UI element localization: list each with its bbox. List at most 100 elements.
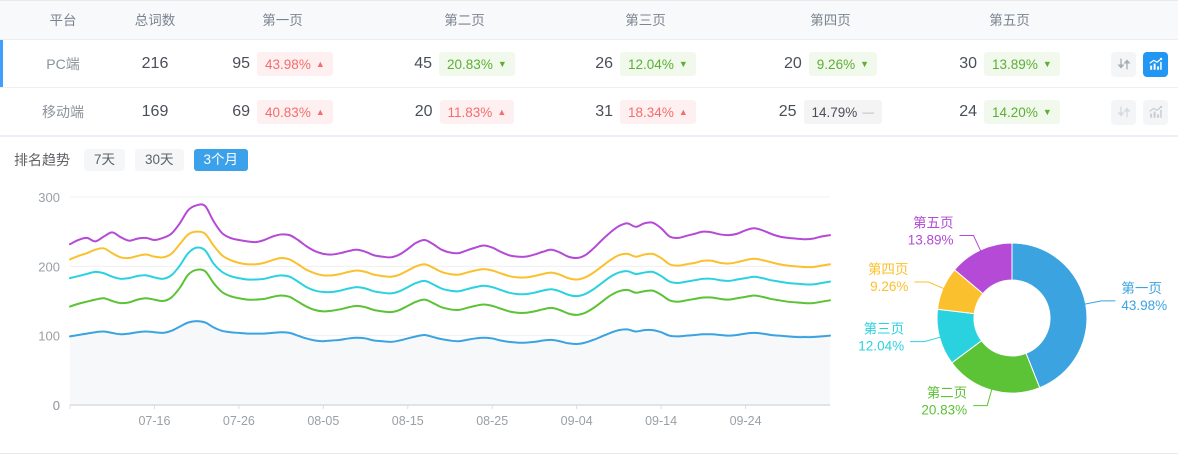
table-row[interactable]: 移动端 169 69 40.83% ▲ 20 11.83% ▲ 31 18.34% ▲ 25 14.79… xyxy=(0,88,1178,136)
trend-arrow-icon: ▲ xyxy=(497,106,507,117)
cell-p3: 31 18.34% ▲ xyxy=(593,88,698,136)
trend-range-1[interactable]: 30天 xyxy=(135,148,184,171)
table-header-p1: 第一页 xyxy=(262,13,303,28)
percent-value: 11.83% xyxy=(447,104,493,120)
cell-p5: 24 14.20% ▼ xyxy=(957,88,1062,136)
x-axis-tick: 08-15 xyxy=(392,414,424,428)
platform-label: 移动端 xyxy=(42,104,84,120)
donut-leader-line xyxy=(959,235,982,252)
page-percent-badge: 40.83% ▲ xyxy=(257,100,333,124)
trend-range-0[interactable]: 7天 xyxy=(84,148,126,171)
trend-toolbar: 排名趋势 7天 30天 3个月 xyxy=(0,136,1178,182)
trend-range-group: 7天 30天 3个月 xyxy=(84,148,249,171)
percent-value: 18.34% xyxy=(628,104,674,120)
x-axis-tick: 09-24 xyxy=(730,414,762,428)
percent-value: 9.26% xyxy=(816,56,856,72)
page-count: 30 xyxy=(959,55,978,72)
y-axis-tick: 100 xyxy=(38,329,60,344)
page-distribution-donut-chart[interactable]: 第一页 43.98% 第二页 20.83% 第三页 12.04% 第四页 9.26% 第五页 13… xyxy=(840,182,1178,452)
row-actions xyxy=(1111,88,1168,136)
trend-arrow-icon: ▼ xyxy=(860,58,869,69)
sort-updown-icon[interactable] xyxy=(1111,51,1136,77)
x-axis-tick: 07-26 xyxy=(223,414,255,428)
cell-total-keywords: 216 xyxy=(120,40,190,88)
y-axis-tick: 0 xyxy=(53,398,60,413)
donut-slice[interactable] xyxy=(953,242,1013,295)
table-header-row: 平台 总词数 第一页 第二页 第三页 第四页 第五页 xyxy=(0,1,1178,40)
donut-leader-line xyxy=(910,336,941,343)
donut-leader-line xyxy=(914,281,945,290)
donut-label-name: 第五页 xyxy=(913,215,954,231)
row-actions xyxy=(1111,40,1168,88)
percent-value: 14.20% xyxy=(992,104,1038,120)
trend-arrow-icon: ▼ xyxy=(1042,106,1052,117)
line-series xyxy=(69,268,831,316)
page-percent-badge: 14.79% — xyxy=(803,100,883,124)
cell-p1: 95 43.98% ▲ xyxy=(230,40,335,88)
page-percent-badge: 20.83% ▼ xyxy=(439,52,515,76)
table-header-p5: 第五页 xyxy=(989,13,1030,28)
trend-arrow-icon: ▲ xyxy=(678,106,688,117)
trend-range-2[interactable]: 3个月 xyxy=(193,148,249,171)
donut-label-value: 9.26% xyxy=(870,279,908,294)
charts-area: 0 100 200 300 0 07-16 07-26 08-05 08-15 08-25 09-0… xyxy=(0,182,1178,452)
line-series xyxy=(69,230,831,281)
page-count: 26 xyxy=(595,55,614,72)
page-percent-badge: 18.34% ▲ xyxy=(620,100,696,124)
donut-leader-line xyxy=(973,389,993,407)
platform-rank-table: 平台 总词数 第一页 第二页 第三页 第四页 第五页 PC端 216 95 43.98% ▲ 45 20… xyxy=(0,1,1178,136)
percent-value: 14.79% xyxy=(811,104,858,120)
x-axis-tick: 08-25 xyxy=(476,414,508,428)
page-count: 25 xyxy=(778,103,797,120)
percent-value: 12.04% xyxy=(628,56,674,72)
x-axis-tick: 09-14 xyxy=(645,414,677,428)
cell-p4: 20 9.26% ▼ xyxy=(778,40,883,88)
rank-trend-line-chart[interactable]: 0 100 200 300 0 07-16 07-26 08-05 08-15 08-25 09-0… xyxy=(0,182,840,452)
y-axis-tick: 300 xyxy=(38,190,60,205)
page-percent-badge: 14.20% ▼ xyxy=(984,100,1060,124)
page-percent-badge: 9.26% ▼ xyxy=(808,52,877,76)
total-value: 169 xyxy=(141,103,169,120)
total-value: 216 xyxy=(141,55,169,72)
cell-total-keywords: 169 xyxy=(120,88,190,136)
donut-label-name: 第一页 xyxy=(1121,280,1162,296)
percent-value: 20.83% xyxy=(447,56,493,72)
platform-label: PC端 xyxy=(46,56,80,72)
page-count: 69 xyxy=(232,103,251,120)
table-body: PC端 216 95 43.98% ▲ 45 20.83% ▼ 26 12.04% ▼ 20 9.26%… xyxy=(0,40,1178,136)
donut-label-name: 第四页 xyxy=(868,261,909,277)
trend-section-title: 排名趋势 xyxy=(14,151,70,168)
percent-value: 40.83% xyxy=(265,104,311,120)
trend-arrow-icon: ▲ xyxy=(315,58,325,69)
cell-p2: 45 20.83% ▼ xyxy=(412,40,517,88)
page-count: 20 xyxy=(414,103,433,120)
trend-arrow-icon: ▼ xyxy=(1042,58,1052,69)
table-header-total: 总词数 xyxy=(134,13,176,28)
bar-chart-icon[interactable] xyxy=(1143,51,1168,77)
x-axis-tick: 09-04 xyxy=(561,414,593,428)
cell-p3: 26 12.04% ▼ xyxy=(593,40,698,88)
cell-p2: 20 11.83% ▲ xyxy=(412,88,517,136)
table-header-p2: 第二页 xyxy=(444,13,485,28)
donut-label-value: 20.83% xyxy=(921,403,967,418)
cell-p4: 25 14.79% — xyxy=(778,88,883,136)
donut-label-name: 第二页 xyxy=(927,385,968,401)
table-header-p3: 第三页 xyxy=(625,13,666,28)
page-percent-badge: 13.89% ▼ xyxy=(984,52,1060,76)
y-axis-tick: 0 xyxy=(53,398,60,413)
donut-label-name: 第三页 xyxy=(864,321,905,337)
sort-updown-icon[interactable] xyxy=(1111,99,1136,125)
trend-arrow-icon: ▲ xyxy=(315,106,325,117)
y-axis-tick: 200 xyxy=(38,259,60,274)
trend-arrow-icon: — xyxy=(862,105,875,119)
line-series xyxy=(69,203,831,260)
donut-slice[interactable] xyxy=(1011,242,1088,389)
percent-value: 13.89% xyxy=(992,56,1038,72)
cell-p5: 30 13.89% ▼ xyxy=(957,40,1062,88)
bar-chart-icon[interactable] xyxy=(1143,99,1168,125)
x-axis-tick: 08-05 xyxy=(307,414,339,428)
page-percent-badge: 43.98% ▲ xyxy=(257,52,333,76)
page-percent-badge: 12.04% ▼ xyxy=(620,52,696,76)
table-row[interactable]: PC端 216 95 43.98% ▲ 45 20.83% ▼ 26 12.04% ▼ 20 9.26%… xyxy=(0,40,1178,88)
